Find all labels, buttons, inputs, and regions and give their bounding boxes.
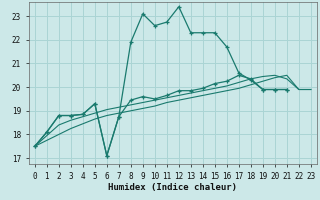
X-axis label: Humidex (Indice chaleur): Humidex (Indice chaleur) xyxy=(108,183,237,192)
